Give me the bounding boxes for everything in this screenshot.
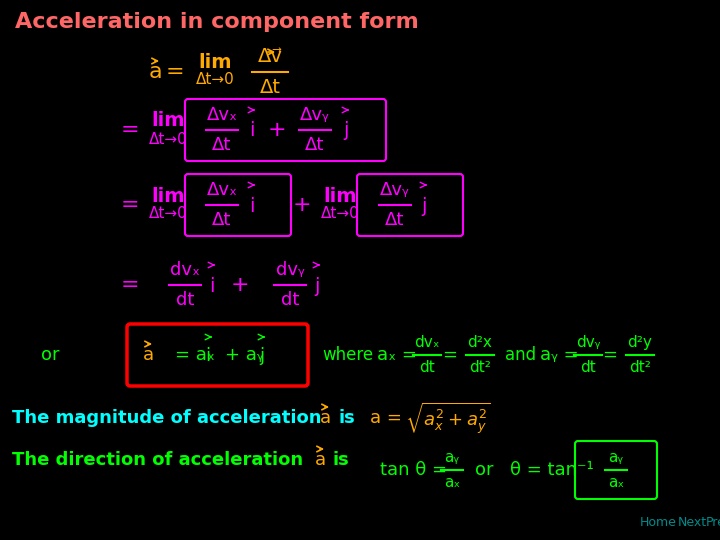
Text: tan θ =: tan θ = (380, 461, 447, 479)
Text: dt: dt (419, 360, 435, 375)
Text: Δvₓ: Δvₓ (207, 106, 238, 125)
Text: aᵧ: aᵧ (608, 450, 624, 465)
Text: dt: dt (281, 291, 300, 308)
Text: lim: lim (151, 186, 185, 206)
Text: aₓ: aₓ (608, 475, 624, 490)
Text: i: i (249, 122, 255, 140)
Text: a: a (315, 451, 325, 469)
Text: j: j (421, 197, 427, 215)
Text: +: + (293, 195, 311, 215)
Text: is: is (338, 409, 355, 427)
Text: d²y: d²y (628, 335, 652, 350)
Text: Δt→0: Δt→0 (148, 206, 187, 221)
Text: i: i (210, 276, 215, 295)
Text: Δt: Δt (259, 78, 281, 97)
Text: aₓ: aₓ (444, 475, 460, 490)
Text: dvᵧ: dvᵧ (276, 261, 305, 280)
Text: Δv⃗: Δv⃗ (258, 47, 282, 66)
Text: where: where (322, 346, 373, 364)
Text: a: a (148, 62, 162, 82)
Text: aₓ =: aₓ = (377, 346, 417, 364)
Text: dt: dt (580, 360, 596, 375)
Text: Δvᵧ: Δvᵧ (380, 181, 410, 199)
Text: $\sqrt{a_x^2 + a_y^2}$: $\sqrt{a_x^2 + a_y^2}$ (405, 400, 491, 436)
Text: or: or (41, 346, 59, 364)
Text: Home: Home (640, 516, 677, 529)
Text: =: = (121, 120, 139, 140)
Text: aᵧ: aᵧ (444, 450, 459, 465)
Text: dvₓ: dvₓ (170, 261, 200, 280)
Text: =: = (443, 346, 457, 364)
Text: +: + (268, 120, 287, 140)
Text: aᵧ =: aᵧ = (540, 346, 579, 364)
Text: j: j (343, 122, 348, 140)
Text: Δt: Δt (212, 211, 232, 228)
Text: Previous: Previous (706, 516, 720, 529)
Text: =: = (603, 346, 618, 364)
Text: Δt: Δt (385, 211, 405, 228)
Text: Δvₓ: Δvₓ (207, 181, 238, 199)
Text: Δt: Δt (305, 136, 325, 153)
Text: i: i (249, 197, 255, 215)
Text: +: + (230, 275, 249, 295)
Text: lim: lim (151, 111, 185, 131)
Text: dvᵧ: dvᵧ (576, 335, 600, 350)
Text: θ = tan⁻¹: θ = tan⁻¹ (510, 461, 594, 479)
Text: lim: lim (198, 53, 232, 72)
Text: dt²: dt² (469, 360, 491, 375)
Text: is: is (333, 451, 350, 469)
Text: Δt→0: Δt→0 (148, 132, 187, 146)
Text: and: and (505, 346, 536, 364)
Text: Δt→0: Δt→0 (196, 72, 235, 87)
Text: j: j (314, 276, 320, 295)
Text: i: i (205, 347, 210, 365)
Text: or: or (475, 461, 493, 479)
Text: Δt: Δt (212, 136, 232, 153)
Text: Δvᵧ: Δvᵧ (300, 106, 330, 125)
Text: = aₓ: = aₓ (175, 346, 215, 364)
Text: + aᵧ: + aᵧ (225, 346, 264, 364)
Text: dt²: dt² (629, 360, 651, 375)
Text: dt: dt (176, 291, 194, 308)
Text: d²x: d²x (467, 335, 492, 350)
Text: Acceleration in component form: Acceleration in component form (15, 12, 419, 32)
Text: The magnitude of acceleration: The magnitude of acceleration (12, 409, 322, 427)
Text: a: a (320, 409, 330, 427)
Text: Δt→0: Δt→0 (320, 206, 359, 221)
Text: dvₓ: dvₓ (414, 335, 440, 350)
Text: =: = (166, 62, 184, 82)
Text: a =: a = (370, 409, 402, 427)
Text: Next: Next (678, 516, 707, 529)
Text: =: = (121, 195, 139, 215)
Text: =: = (121, 275, 139, 295)
Text: The direction of acceleration: The direction of acceleration (12, 451, 303, 469)
Text: lim: lim (323, 186, 356, 206)
Text: a: a (143, 346, 153, 364)
Text: j: j (259, 347, 264, 365)
